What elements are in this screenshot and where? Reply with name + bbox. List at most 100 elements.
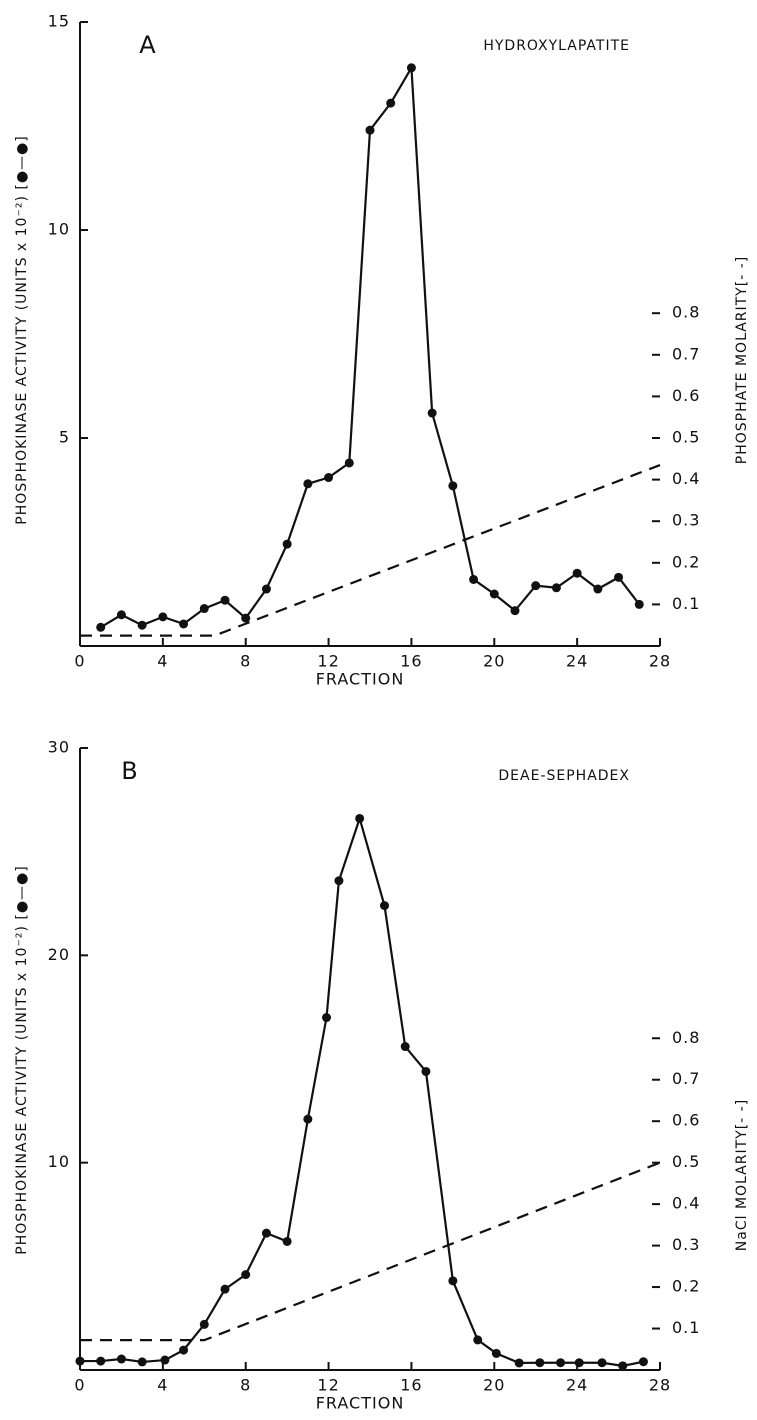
data-point — [574, 1358, 584, 1368]
data-point — [597, 1358, 607, 1368]
panel-subtitle: HYDROXYLAPATITE — [483, 38, 630, 54]
x-axis-label: FRACTION — [316, 670, 405, 689]
y-tick-label: 30 — [48, 738, 70, 757]
x-tick-label: 12 — [317, 1376, 339, 1395]
data-point — [220, 595, 230, 605]
data-point — [448, 1276, 458, 1286]
data-point — [593, 584, 603, 594]
data-point — [427, 408, 437, 418]
x-tick-label: 4 — [157, 652, 168, 671]
panel-subtitle: DEAE-SEPHADEX — [498, 768, 630, 784]
data-point — [322, 1013, 331, 1023]
x-tick-label: 8 — [240, 652, 251, 671]
y-tick-label: 10 — [48, 220, 70, 239]
data-point — [96, 1356, 106, 1366]
y2-tick-label: 0.4 — [672, 469, 700, 488]
y2-tick-label: 0.3 — [672, 511, 700, 530]
data-point — [400, 1042, 410, 1052]
data-point — [220, 1284, 230, 1294]
data-point — [514, 1358, 524, 1368]
data-line — [80, 814, 644, 1367]
data-point — [614, 572, 624, 582]
data-point — [303, 479, 313, 489]
data-point — [531, 581, 541, 591]
data-point — [160, 1355, 170, 1365]
data-point — [179, 619, 189, 629]
data-point — [241, 1270, 251, 1280]
data-point — [137, 620, 147, 630]
data-point — [406, 63, 416, 73]
panel-letter: A — [139, 31, 156, 59]
x-tick-label: 16 — [400, 652, 422, 671]
data-point — [179, 1345, 189, 1355]
data-line — [100, 64, 641, 629]
data-point — [344, 458, 354, 468]
y2-tick-label: 0.7 — [672, 1069, 700, 1088]
x-tick-label: 28 — [649, 1376, 671, 1395]
y2-tick-label: 0.3 — [672, 1235, 700, 1254]
x-tick-label: 8 — [240, 1376, 251, 1395]
data-point — [551, 583, 561, 593]
x-tick-label: 16 — [400, 1376, 422, 1395]
data-point — [355, 813, 365, 823]
y2-axis-label: NaCl MOLARITY[- -] — [734, 1099, 750, 1251]
data-point — [199, 604, 209, 614]
data-point — [137, 1357, 147, 1367]
y2-tick-label: 0.6 — [672, 1111, 700, 1130]
data-point — [365, 125, 375, 135]
x-tick-label: 24 — [566, 652, 588, 671]
y2-tick-label: 0.2 — [672, 1277, 700, 1296]
data-point — [282, 1236, 292, 1246]
y2-tick-label: 0.6 — [672, 386, 700, 405]
y2-tick-label: 0.1 — [672, 594, 700, 613]
data-point — [282, 539, 292, 549]
y-axis-label: PHOSPHOKINASE ACTIVITY (UNITS x 10⁻²) [●… — [14, 135, 30, 524]
y2-tick-label: 0.4 — [672, 1194, 700, 1213]
y-axis-label: PHOSPHOKINASE ACTIVITY (UNITS x 10⁻²) [●… — [14, 865, 30, 1254]
data-point — [199, 1319, 209, 1329]
data-point — [334, 876, 344, 886]
y2-tick-label: 0.5 — [672, 1152, 700, 1171]
y2-tick-label: 0.7 — [672, 344, 700, 363]
y-tick-label: 5 — [59, 428, 70, 447]
data-point — [572, 568, 582, 578]
data-point — [241, 613, 251, 623]
data-point — [75, 1356, 85, 1366]
x-tick-label: 24 — [566, 1376, 588, 1395]
data-point — [634, 599, 644, 609]
y-tick-label: 20 — [48, 945, 70, 964]
y2-tick-label: 0.2 — [672, 552, 700, 571]
data-point — [303, 1114, 313, 1124]
data-point — [116, 1354, 126, 1364]
x-tick-label: 4 — [157, 1376, 168, 1395]
y2-tick-label: 0.8 — [672, 1028, 700, 1047]
data-point — [510, 606, 520, 616]
x-tick-label: 12 — [317, 652, 339, 671]
y2-tick-label: 0.1 — [672, 1318, 700, 1337]
x-tick-label: 0 — [74, 652, 85, 671]
y-tick-label: 15 — [48, 12, 70, 31]
data-point — [473, 1335, 483, 1345]
data-point — [421, 1066, 431, 1076]
data-point — [380, 901, 389, 911]
dashed-line — [80, 464, 661, 637]
data-point — [491, 1348, 501, 1358]
data-point — [535, 1358, 545, 1368]
data-point — [448, 481, 458, 491]
y-tick-label: 10 — [48, 1152, 70, 1171]
data-point — [618, 1361, 628, 1371]
data-point — [638, 1357, 648, 1367]
x-axis-label: FRACTION — [316, 1394, 405, 1413]
data-point — [386, 98, 396, 108]
panel-letter: B — [121, 757, 138, 785]
data-point — [158, 612, 168, 622]
x-tick-label: 28 — [649, 652, 671, 671]
data-point — [261, 1228, 271, 1238]
data-point — [469, 574, 479, 584]
y2-axis-label: PHOSPHATE MOLARITY[- -] — [734, 256, 750, 464]
y2-tick-label: 0.5 — [672, 428, 700, 447]
data-point — [116, 610, 126, 620]
y2-tick-label: 0.8 — [672, 303, 700, 322]
data-point — [96, 622, 106, 632]
